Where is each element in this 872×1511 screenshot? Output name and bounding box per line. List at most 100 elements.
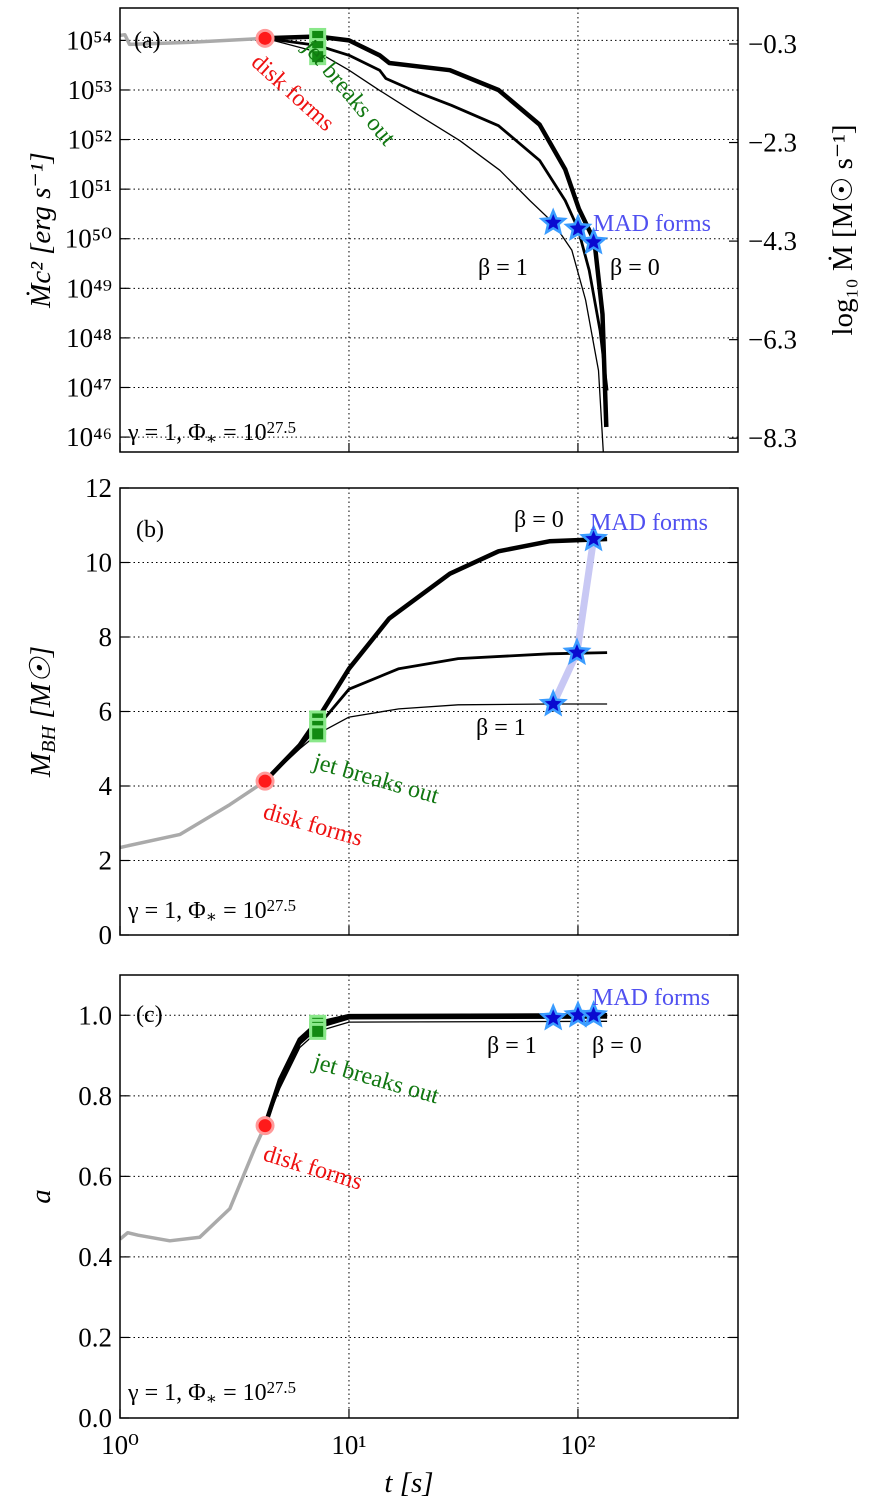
y-tick-label: 0 <box>99 920 113 950</box>
annotation: disk forms <box>260 1141 365 1196</box>
y-tick-label: 10⁴⁷ <box>66 372 112 402</box>
annotation-part: 27.5 <box>267 1378 296 1397</box>
annotation-part: = 10 <box>217 1380 267 1406</box>
annotation: β = 0 <box>514 507 564 533</box>
annotation-part: = 10 <box>217 898 267 924</box>
panel: 10⁰ 10¹ 10² 0.0 0.2 0.4 0.6 0.8 1.0 (c) disk forms… <box>25 974 739 1499</box>
mad-marker <box>562 637 592 666</box>
annotation-part: ∗ <box>206 907 217 926</box>
y-axis-label-part: BH <box>38 725 60 753</box>
y-tick-label: 0.2 <box>78 1322 112 1352</box>
y2-tick-label: −4.3 <box>748 226 797 256</box>
y-tick-label: 2 <box>99 846 113 876</box>
annotation: (b) <box>136 517 164 543</box>
x-tick-label: 10² <box>560 1430 595 1460</box>
annotation: β = 0 <box>610 255 660 281</box>
plot-area <box>120 536 608 850</box>
y2-axis-label: log₁₀ Ṁ [M☉ s⁻¹] <box>827 124 859 335</box>
annotation: (a) <box>134 28 161 54</box>
line <box>264 703 608 782</box>
y-tick-label: 10 <box>85 548 112 578</box>
mad-marker <box>538 207 568 236</box>
mad-marker <box>538 1002 568 1031</box>
axes-frame <box>119 7 739 453</box>
y-tick-label: 1.0 <box>78 1000 112 1030</box>
annotation: γ = 1, Φ∗ = 1027.5 <box>127 418 296 448</box>
x-tick-label: 10⁰ <box>101 1430 139 1460</box>
y-tick-label: 10⁵⁰ <box>65 224 112 254</box>
y2-tick-label: −6.3 <box>748 325 797 355</box>
annotation: disk forms <box>260 799 365 852</box>
annotation-part: ∗ <box>206 429 217 448</box>
y-tick-label: 10⁵² <box>67 125 112 155</box>
connector-line <box>550 538 598 706</box>
annotation-part: ∗ <box>206 1389 217 1408</box>
disk-marker <box>255 1116 275 1136</box>
axes-frame <box>119 487 739 936</box>
x-tick-label: 10¹ <box>331 1430 366 1460</box>
y-axis-label: MBH [M☉] <box>25 646 60 778</box>
y-axis-label-part: [M☉] <box>25 646 57 726</box>
panel: 10⁴⁶ 10⁴⁷ 10⁴⁸ 10⁴⁹ 10⁵⁰ 10⁵¹ 10⁵² 10⁵³ 10⁵⁴ −8.3… <box>25 7 859 453</box>
axes-frame <box>119 974 739 1419</box>
annotation-part: γ = 1, Φ <box>127 1380 206 1406</box>
y-tick-label: 6 <box>99 697 113 727</box>
jet-marker <box>309 1022 327 1040</box>
line <box>264 36 609 391</box>
y-tick-label: 10⁴⁹ <box>66 273 112 303</box>
line <box>264 1020 608 1126</box>
y-tick-label: 8 <box>99 622 113 652</box>
x-axis-label: t [s] <box>384 1467 433 1499</box>
y-tick-label: 10⁵¹ <box>67 174 112 204</box>
annotation-part: γ = 1, Φ <box>127 420 206 446</box>
annotation: β = 1 <box>478 255 528 281</box>
y-tick-label: 10⁴⁶ <box>66 422 112 452</box>
y2-tick-label: −0.3 <box>748 29 797 59</box>
y-tick-label: 0.4 <box>78 1242 112 1272</box>
y-tick-label: 0.0 <box>78 1403 112 1433</box>
annotation: γ = 1, Φ∗ = 1027.5 <box>127 896 296 926</box>
y2-tick-label: −8.3 <box>748 423 797 453</box>
y2-tick-label: −2.3 <box>748 128 797 158</box>
annotation: γ = 1, Φ∗ = 1027.5 <box>127 1378 296 1408</box>
line <box>120 779 266 850</box>
line <box>264 651 608 783</box>
y-tick-label: 10⁵³ <box>67 75 112 105</box>
mad-marker <box>579 1000 609 1028</box>
y-tick-label: 10⁴⁸ <box>66 323 112 353</box>
y-tick-label: 12 <box>85 473 112 503</box>
annotation-part: 27.5 <box>267 418 296 437</box>
annotation: β = 1 <box>487 1033 537 1059</box>
disk-marker <box>255 771 275 791</box>
annotation: jet breaks out <box>309 748 442 809</box>
mad-marker <box>579 226 609 255</box>
annotation: MAD forms <box>590 510 708 536</box>
y-tick-label: 10⁵⁴ <box>66 25 112 55</box>
annotation-part: 27.5 <box>267 896 296 915</box>
line <box>263 1015 608 1127</box>
y-axis-label-part: M <box>25 751 57 778</box>
mad-marker <box>563 213 593 241</box>
line <box>264 34 609 428</box>
annotation: β = 0 <box>592 1033 642 1059</box>
annotation: MAD forms <box>593 211 711 237</box>
jet-marker <box>309 725 327 743</box>
annotation-part: = 10 <box>217 420 267 446</box>
disk-marker <box>255 28 275 48</box>
annotation: jet breaks out <box>309 1048 442 1109</box>
y-tick-label: 0.6 <box>78 1161 112 1191</box>
line <box>263 536 608 783</box>
line <box>120 32 266 47</box>
y-axis-label: Ṁc² [erg s⁻¹] <box>25 152 57 309</box>
jet-marker <box>309 48 327 66</box>
annotation: MAD forms <box>592 985 710 1011</box>
annotation: (c) <box>136 1002 163 1028</box>
line <box>120 1124 267 1243</box>
mad-marker <box>579 523 609 552</box>
y-axis-label: a <box>25 1189 57 1204</box>
annotation: β = 1 <box>476 715 526 741</box>
line <box>264 37 604 452</box>
